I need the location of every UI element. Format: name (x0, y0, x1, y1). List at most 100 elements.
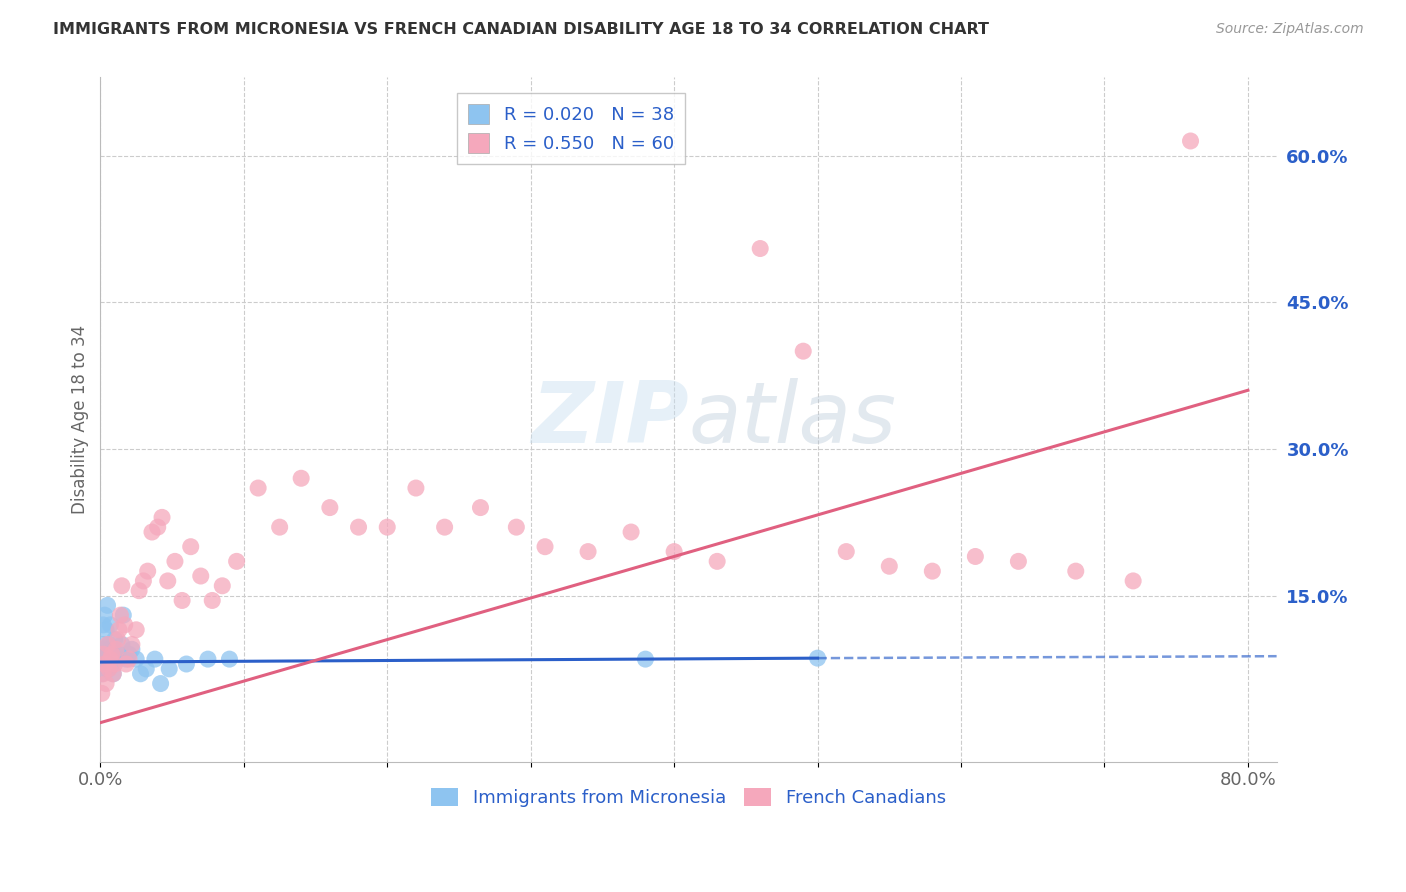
Point (129, 666, 152, 681)
Point (576, 544, 599, 558)
Point (921, 564, 943, 578)
Point (114, 618, 136, 632)
Point (290, 471, 312, 485)
Point (150, 510, 173, 524)
Point (118, 652, 141, 666)
Legend: Immigrants from Micronesia, French Canadians: Immigrants from Micronesia, French Canad… (425, 780, 953, 814)
Point (93, 642, 115, 657)
Point (132, 574, 155, 588)
Point (125, 652, 148, 666)
Point (101, 657, 124, 671)
Point (505, 520, 527, 534)
Text: Source: ZipAtlas.com: Source: ZipAtlas.com (1216, 22, 1364, 37)
Point (111, 579, 134, 593)
Point (149, 676, 172, 690)
Point (91, 647, 114, 661)
Point (634, 652, 657, 666)
Point (100, 642, 122, 657)
Point (1064, 564, 1087, 578)
Point (107, 652, 129, 666)
Point (470, 500, 492, 515)
Point (94, 662, 117, 676)
Point (94, 623, 117, 637)
Point (319, 500, 342, 515)
Point (103, 666, 125, 681)
Point (94, 676, 117, 690)
Point (218, 652, 240, 666)
Point (91, 652, 114, 666)
Point (269, 520, 291, 534)
Point (190, 569, 212, 583)
Point (1180, 134, 1202, 148)
Point (347, 520, 370, 534)
Text: IMMIGRANTS FROM MICRONESIA VS FRENCH CANADIAN DISABILITY AGE 18 TO 34 CORRELATIO: IMMIGRANTS FROM MICRONESIA VS FRENCH CAN… (53, 22, 990, 37)
Point (90, 647, 112, 661)
Point (620, 524, 643, 539)
Point (96, 599, 118, 613)
Point (115, 657, 138, 671)
Point (835, 544, 858, 558)
Text: atlas: atlas (689, 378, 897, 461)
Point (879, 559, 901, 574)
Point (97, 662, 120, 676)
Point (121, 637, 143, 651)
Point (534, 540, 557, 554)
Point (93, 608, 115, 623)
Point (1122, 574, 1144, 588)
Point (104, 657, 127, 671)
Point (143, 652, 166, 666)
Y-axis label: Disability Age 18 to 34: Disability Age 18 to 34 (72, 325, 89, 514)
Point (97, 637, 120, 651)
Point (1007, 554, 1029, 568)
Point (405, 481, 427, 495)
Point (135, 662, 157, 676)
Point (806, 651, 828, 665)
Point (100, 618, 122, 632)
Point (433, 520, 456, 534)
Point (141, 524, 163, 539)
Point (91, 637, 114, 651)
Point (211, 579, 233, 593)
Point (111, 637, 134, 651)
Point (706, 554, 728, 568)
Point (96, 647, 118, 661)
Point (90, 666, 112, 681)
Point (115, 652, 138, 666)
Point (749, 242, 772, 256)
Point (125, 623, 148, 637)
Point (104, 647, 127, 661)
Point (93, 657, 115, 671)
Point (201, 593, 224, 607)
Point (91, 618, 114, 632)
Point (110, 608, 132, 623)
Point (112, 608, 135, 623)
Point (93, 657, 115, 671)
Point (176, 657, 198, 671)
Point (146, 520, 169, 534)
Point (136, 564, 159, 578)
Point (105, 642, 128, 657)
Point (104, 632, 127, 647)
Point (90, 686, 112, 700)
Point (101, 647, 124, 661)
Point (375, 520, 398, 534)
Point (965, 549, 987, 564)
Point (100, 652, 122, 666)
Point (247, 481, 270, 495)
Point (662, 544, 685, 558)
Point (225, 554, 247, 568)
Point (172, 593, 194, 607)
Point (792, 344, 814, 359)
Point (156, 574, 179, 588)
Point (107, 632, 129, 647)
Point (180, 540, 202, 554)
Point (108, 647, 131, 661)
Point (97, 662, 120, 676)
Point (197, 652, 219, 666)
Point (96, 637, 118, 651)
Point (163, 554, 186, 568)
Point (103, 666, 125, 681)
Text: ZIP: ZIP (531, 378, 689, 461)
Point (128, 583, 150, 598)
Point (108, 623, 131, 637)
